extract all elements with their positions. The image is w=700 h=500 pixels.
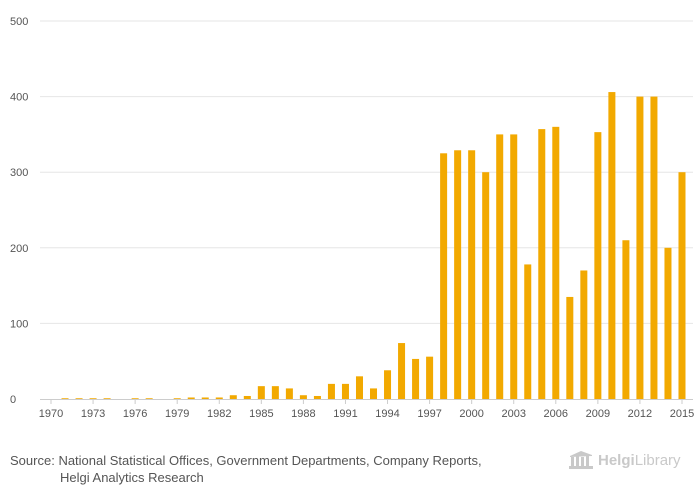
bar-chart: 0 100 200 300 400 500 1970 1973 1976 1979 1982 198… <box>10 16 694 420</box>
x-tick-label: 1997 <box>417 408 441 420</box>
bar <box>454 150 462 399</box>
bar <box>650 96 658 399</box>
y-axis-ticks: 0 100 200 300 400 500 <box>10 16 28 406</box>
x-tick-label: 1994 <box>375 408 399 420</box>
bar <box>440 153 448 399</box>
bar <box>580 270 588 399</box>
x-tick-label: 1976 <box>123 408 147 420</box>
x-tick-label: 1982 <box>207 408 231 420</box>
bar <box>622 240 630 399</box>
x-tick-label: 1973 <box>81 408 105 420</box>
bar <box>75 398 83 399</box>
bar <box>187 397 195 399</box>
bar <box>229 395 237 399</box>
y-tick-label: 500 <box>10 16 28 28</box>
bar <box>355 376 363 399</box>
x-axis-ticks: 1970 1973 1976 1979 1982 1985 1988 1991 1994 1997… <box>39 399 694 420</box>
x-tick-label: 2009 <box>586 408 610 420</box>
x-tick-label: 2015 <box>670 408 694 420</box>
bar <box>496 134 504 399</box>
source-note: Source: National Statistical Offices, Go… <box>10 452 482 486</box>
logo-text-rest: Library <box>634 451 681 469</box>
bar <box>398 343 406 399</box>
helgi-library-logo: Helgi Library <box>568 449 681 471</box>
bar <box>131 398 139 399</box>
bar <box>89 398 97 399</box>
bar <box>608 92 616 400</box>
x-tick-label: 1991 <box>333 408 357 420</box>
bar <box>426 356 434 399</box>
x-tick-label: 1970 <box>39 408 63 420</box>
bar <box>678 172 686 399</box>
bar <box>201 397 209 399</box>
bar <box>370 388 378 399</box>
bar <box>384 370 392 399</box>
bar <box>145 398 153 399</box>
y-tick-label: 0 <box>10 394 16 406</box>
bar <box>257 386 265 399</box>
bar <box>636 96 644 399</box>
bar <box>468 150 476 399</box>
bars <box>61 92 686 400</box>
bar <box>552 126 560 399</box>
logo-text-bold: Helgi <box>598 451 635 469</box>
bar <box>327 383 335 399</box>
x-tick-label: 2006 <box>544 408 568 420</box>
bar <box>271 386 279 399</box>
y-tick-label: 400 <box>10 92 28 104</box>
source-label: Source: <box>10 453 55 468</box>
bar <box>510 134 518 399</box>
x-tick-label: 2003 <box>501 408 525 420</box>
y-tick-label: 200 <box>10 243 28 255</box>
x-tick-label: 1979 <box>165 408 189 420</box>
bar <box>341 383 349 399</box>
x-tick-label: 2012 <box>628 408 652 420</box>
bar <box>215 397 223 399</box>
bar <box>412 358 420 399</box>
x-tick-label: 1985 <box>249 408 273 420</box>
bar <box>594 132 602 399</box>
bar <box>482 172 490 399</box>
bar <box>243 395 251 399</box>
bar <box>664 247 672 399</box>
y-tick-label: 100 <box>10 318 28 330</box>
bar <box>61 398 69 399</box>
bar <box>173 398 181 399</box>
bar <box>524 264 532 399</box>
bar <box>299 395 307 399</box>
x-tick-label: 2000 <box>459 408 483 420</box>
y-tick-label: 300 <box>10 167 28 179</box>
x-tick-label: 1988 <box>291 408 315 420</box>
source-line-2: Helgi Analytics Research <box>60 470 204 485</box>
bar <box>285 388 293 399</box>
source-line-1: National Statistical Offices, Government… <box>58 453 482 468</box>
bar <box>538 129 546 399</box>
bar <box>566 296 574 399</box>
bar <box>313 395 321 399</box>
library-building-icon <box>569 451 593 469</box>
bar <box>103 398 111 399</box>
